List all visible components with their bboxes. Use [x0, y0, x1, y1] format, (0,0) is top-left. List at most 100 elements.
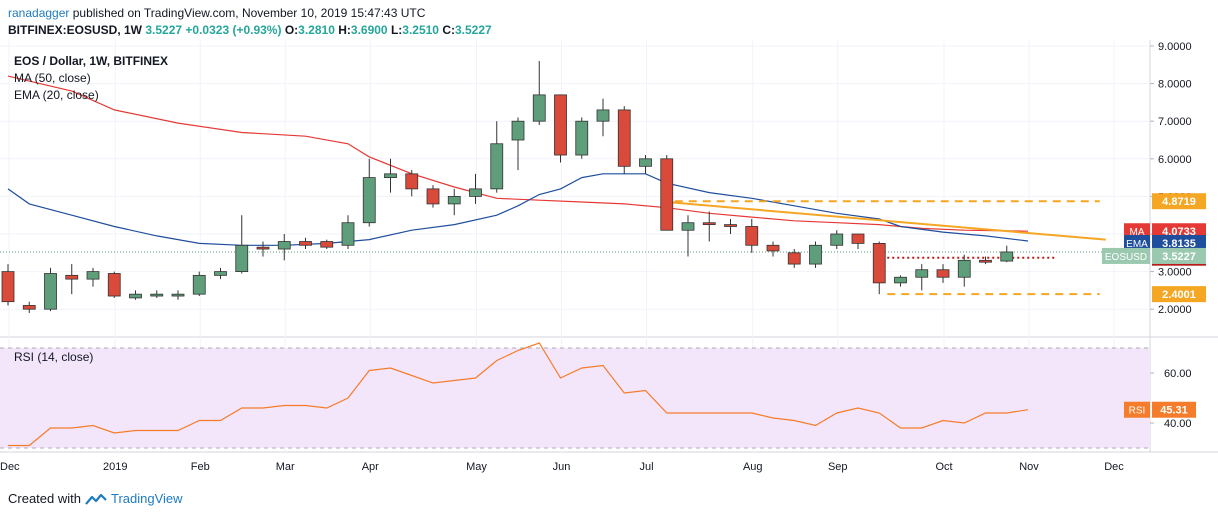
- candle-body: [596, 109, 610, 122]
- candle-body: [894, 276, 907, 284]
- candle-down: [872, 241, 886, 295]
- time-tick-label: Mar: [276, 461, 295, 473]
- candle-down: [936, 264, 950, 283]
- symbol-line: BITFINEX:EOSUSD, 1W 3.5227 +0.0323 (+0.9…: [8, 23, 492, 37]
- rsi-tick-label: 40.00: [1164, 418, 1192, 430]
- candle-down: [724, 218, 737, 234]
- candle-body: [511, 120, 525, 141]
- candle-down: [65, 264, 79, 295]
- current-price-tag: EOSUSD 3.5227: [1102, 247, 1206, 264]
- candle-down: [851, 233, 865, 250]
- candle-up: [214, 267, 227, 280]
- tradingview-logo-icon: [85, 493, 107, 505]
- tradingview-brand[interactable]: TradingView: [110, 491, 183, 506]
- candle-down: [107, 271, 121, 298]
- author-link[interactable]: ranadagger: [8, 6, 70, 20]
- candle-body: [384, 173, 397, 178]
- candle-down: [766, 241, 780, 257]
- high-label: H:: [338, 23, 351, 37]
- price-tick-label: 8.0000: [1158, 79, 1192, 91]
- candle-body: [235, 244, 249, 272]
- candle-body: [724, 224, 737, 227]
- candle-body: [320, 241, 334, 248]
- candle-body: [44, 273, 57, 310]
- time-tick-label: Apr: [362, 461, 379, 473]
- candle-body: [469, 188, 482, 197]
- candle-body: [639, 158, 652, 167]
- candle-down: [787, 249, 801, 268]
- low-label: L:: [390, 23, 403, 37]
- rsi-tag-name-bg: [1124, 401, 1150, 418]
- candle-body: [766, 244, 780, 252]
- candle-up: [384, 158, 397, 193]
- ema-legend[interactable]: EMA (20, close): [14, 88, 99, 102]
- level-tag-value-bg: [1152, 193, 1206, 210]
- low-value: 3.2510: [402, 23, 439, 37]
- open-label: O:: [284, 23, 299, 37]
- time-tick-label: Jul: [639, 461, 653, 473]
- candle-up: [809, 241, 822, 268]
- candle-up: [362, 158, 376, 227]
- candle-down: [256, 241, 270, 257]
- candle-down: [702, 211, 716, 242]
- candle-body: [660, 158, 674, 231]
- price-tick-label: 7.0000: [1158, 116, 1192, 128]
- candle-body: [214, 271, 227, 276]
- ma-tag-name: MA: [1130, 227, 1145, 238]
- price-tick-label: 2.0000: [1158, 304, 1192, 316]
- candle-up: [150, 290, 164, 298]
- high-value: 3.6900: [350, 23, 388, 37]
- close-value: 3.5227: [454, 23, 492, 37]
- candle-body: [426, 188, 440, 205]
- time-tick-label: Jun: [553, 461, 571, 473]
- time-tick-label: Oct: [935, 461, 952, 473]
- candle-up: [575, 117, 589, 159]
- candle-up: [447, 188, 461, 216]
- candle-body: [851, 233, 865, 244]
- candle-body: [490, 143, 504, 190]
- level-tag-value: 4.8719: [1162, 196, 1196, 208]
- rsi-legend[interactable]: RSI (14, close): [14, 350, 94, 364]
- time-tick-label: Dec: [0, 461, 20, 473]
- price-tick-label: 9.0000: [1158, 41, 1192, 53]
- ema-line: [7, 173, 1029, 246]
- candle-up: [894, 275, 907, 287]
- rsi-tag: RSI 45.31: [1124, 401, 1196, 418]
- close-label: C:: [442, 23, 455, 37]
- candle-body: [936, 269, 950, 278]
- rsi-line: [8, 342, 1029, 447]
- candle-down: [660, 155, 674, 231]
- time-tick-label: Feb: [191, 461, 210, 473]
- candle-up: [341, 215, 355, 250]
- ema-tag-value-bg: [1152, 235, 1206, 252]
- current-price-name-bg: [1102, 247, 1150, 264]
- candle-up: [511, 117, 525, 171]
- current-price-name: EOSUSD: [1105, 252, 1147, 263]
- candle-body: [171, 293, 185, 297]
- candle-body: [787, 252, 801, 265]
- candle-body: [1, 271, 15, 303]
- ma-legend[interactable]: MA (50, close): [14, 71, 91, 85]
- candle-down: [979, 256, 992, 265]
- publish-info: published on TradingView.com, November 1…: [72, 6, 426, 20]
- candle-up: [277, 234, 291, 261]
- candle-body: [65, 274, 79, 280]
- candle-body: [554, 94, 567, 156]
- candle-body: [809, 244, 822, 265]
- rsi-tag-value: 45.31: [1160, 405, 1188, 417]
- level-tag-value-bg: [1152, 286, 1206, 303]
- price-tick-label: 6.0000: [1158, 154, 1192, 166]
- candle-body: [129, 293, 142, 299]
- candle-body: [22, 305, 36, 310]
- price-tick-label: 3.0000: [1158, 267, 1192, 279]
- candle-up: [44, 267, 57, 312]
- candle-up: [490, 121, 504, 193]
- open-value: 3.2810: [298, 23, 335, 37]
- candle-body: [405, 173, 419, 190]
- candle-body: [277, 241, 291, 250]
- candle-up: [957, 254, 971, 287]
- candle-down: [320, 239, 334, 250]
- candle-up: [830, 230, 844, 250]
- candle-body: [107, 273, 121, 297]
